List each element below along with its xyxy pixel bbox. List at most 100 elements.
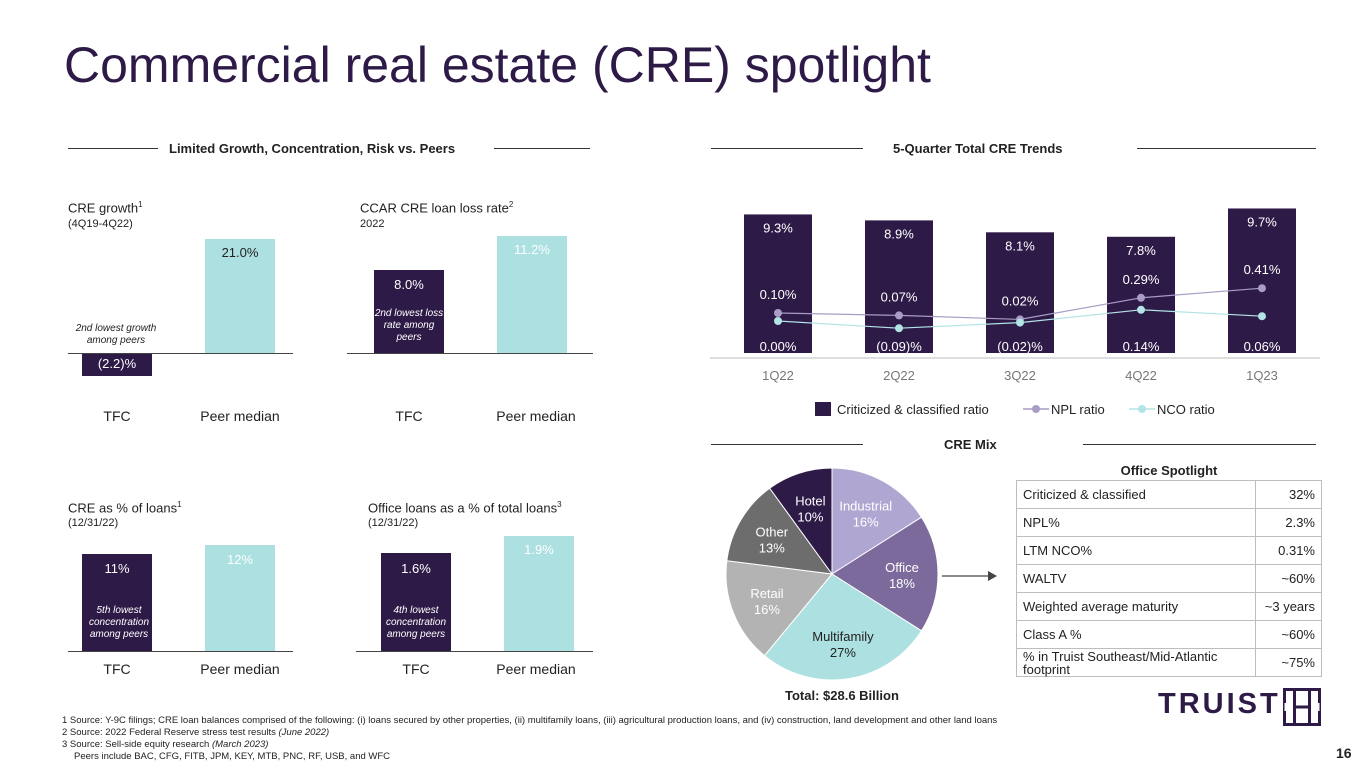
row-label: WALTV (1016, 564, 1256, 593)
pie-slice-other (726, 487, 834, 575)
npl-value-label: 0.07% (881, 289, 918, 304)
baseline (347, 353, 593, 354)
cre-pct-subtitle: (12/31/22) (68, 517, 119, 529)
x-tick-label: 1Q23 (1246, 368, 1278, 383)
pie-label-value: 13% (759, 540, 785, 555)
row-label: Weighted average maturity (1016, 592, 1256, 621)
pie-label-value: 16% (853, 515, 879, 530)
nco-point (774, 317, 782, 325)
x-tick-label: 4Q22 (1125, 368, 1157, 383)
header-rule-right-a (711, 148, 863, 149)
x-label-tfc: TFC (395, 408, 423, 424)
cre-mix-header: CRE Mix (944, 437, 997, 452)
pie-slice-retail (725, 560, 833, 657)
criticized-value-label: 9.3% (763, 220, 793, 235)
row-value: ~60% (1255, 564, 1322, 593)
pie-label-value: 18% (889, 576, 915, 591)
nco-point (1258, 312, 1266, 321)
x-label-tfc: TFC (103, 661, 131, 677)
bar-tfc (82, 554, 152, 651)
office-spotlight-title: Office Spotlight (1120, 463, 1218, 478)
x-label-tfc: TFC (402, 661, 430, 677)
pie-slice-multifamily (763, 573, 923, 681)
peer-value-label: 1.9% (524, 542, 554, 557)
legend-label-npl: NPL ratio (1051, 402, 1105, 417)
x-label-peer: Peer median (200, 408, 280, 424)
ccar-subtitle: 2022 (360, 218, 385, 230)
pie-total-label: Total: $28.6 Billion (785, 688, 899, 703)
row-label: Class A % (1016, 620, 1256, 649)
pie-label-name: Hotel (795, 493, 825, 508)
trends-header: 5-Quarter Total CRE Trends (893, 141, 1063, 156)
baseline (356, 651, 593, 652)
footnote-4: Peers include BAC, CFG, FITB, JPM, KEY, … (74, 751, 391, 762)
ranking-note: 2nd lowest loss rate among peers (374, 308, 444, 343)
row-label: NPL% (1016, 508, 1256, 537)
row-value: 32% (1255, 480, 1322, 509)
baseline (68, 651, 293, 652)
npl-value-label: 0.29% (1123, 272, 1160, 287)
legend-swatch-nco (1129, 405, 1155, 413)
pie-slice-industrial (831, 467, 923, 575)
nco-value-label: (0.09)% (876, 339, 922, 354)
table-row: WALTV ~60% (1016, 564, 1322, 593)
nco-value-label: (0.02)% (997, 339, 1043, 354)
bar-peer-median (497, 236, 567, 354)
table-row: LTM NCO% 0.31% (1016, 536, 1322, 565)
cre-mix-pie: Industrial16%Office18%Multifamily27%Reta… (725, 467, 939, 681)
npl-point (774, 309, 782, 317)
row-value: ~75% (1255, 648, 1322, 677)
peer-value-label: 12% (226, 552, 254, 567)
tfc-value-label: 1.6% (401, 561, 431, 576)
bar-tfc (381, 553, 451, 651)
table-row: NPL% 2.3% (1016, 508, 1322, 537)
bar-peer-median (205, 545, 275, 651)
bar-criticized (744, 214, 812, 353)
nco-point (1137, 305, 1145, 314)
x-label-peer: Peer median (496, 408, 576, 424)
table-row: % in Truist Southeast/Mid-Atlantic footp… (1016, 648, 1322, 677)
header-rule-right-b (1137, 148, 1316, 149)
baseline (68, 353, 293, 354)
row-label: LTM NCO% (1016, 536, 1256, 565)
nco-value-label: 0.06% (1244, 339, 1281, 354)
peer-value-label: 11.2% (514, 242, 550, 257)
left-section-header: Limited Growth, Concentration, Risk vs. … (169, 141, 456, 156)
pie-label-value: 27% (830, 645, 856, 660)
legend-label-criticized: Criticized & classified ratio (837, 402, 989, 417)
truist-logo-icon (1283, 688, 1321, 726)
criticized-value-label: 8.9% (884, 226, 914, 241)
tfc-value-label: (2.2)% (97, 356, 137, 371)
ranking-note: 2nd lowest growth among peers (75, 323, 157, 346)
row-label: Criticized & classified (1016, 480, 1256, 509)
npl-value-label: 0.10% (760, 287, 797, 302)
nco-point (1016, 318, 1024, 327)
x-tick-label: 3Q22 (1004, 368, 1036, 383)
bar-peer-median (504, 536, 574, 651)
ccar-title: CCAR CRE loan loss rate2 (360, 200, 514, 216)
bar-peer-median (205, 239, 275, 354)
page-title: Commercial real estate (CRE) spotlight (64, 37, 931, 93)
nco-value-label: 0.14% (1123, 339, 1160, 354)
footnote-2: 2 Source: 2022 Federal Reserve stress te… (62, 727, 330, 738)
npl-point (895, 311, 903, 320)
tfc-value-label: 8.0% (394, 277, 424, 292)
row-label: % in Truist Southeast/Mid-Atlantic footp… (1016, 648, 1256, 677)
office-pct-subtitle: (12/31/22) (368, 517, 419, 529)
criticized-value-label: 8.1% (1005, 238, 1035, 253)
bar-tfc (82, 354, 152, 376)
npl-point (1137, 293, 1145, 302)
pie-label-value: 16% (754, 602, 780, 617)
pie-label-value: 10% (797, 509, 823, 524)
x-label-tfc: TFC (103, 408, 131, 424)
ranking-note: 4th lowest concentration among peers (385, 605, 447, 640)
pie-label-name: Industrial (839, 499, 892, 514)
x-tick-label: 1Q22 (762, 368, 794, 383)
office-pct-title: Office loans as a % of total loans3 (368, 500, 562, 516)
cre-growth-title: CRE growth1 (68, 200, 143, 216)
npl-value-label: 0.41% (1244, 262, 1281, 277)
cre-growth-subtitle: (4Q19-4Q22) (68, 218, 133, 230)
peer-value-label: 21.0% (221, 245, 259, 260)
pie-label-name: Office (885, 560, 919, 575)
nco-value-label: 0.00% (760, 339, 797, 354)
